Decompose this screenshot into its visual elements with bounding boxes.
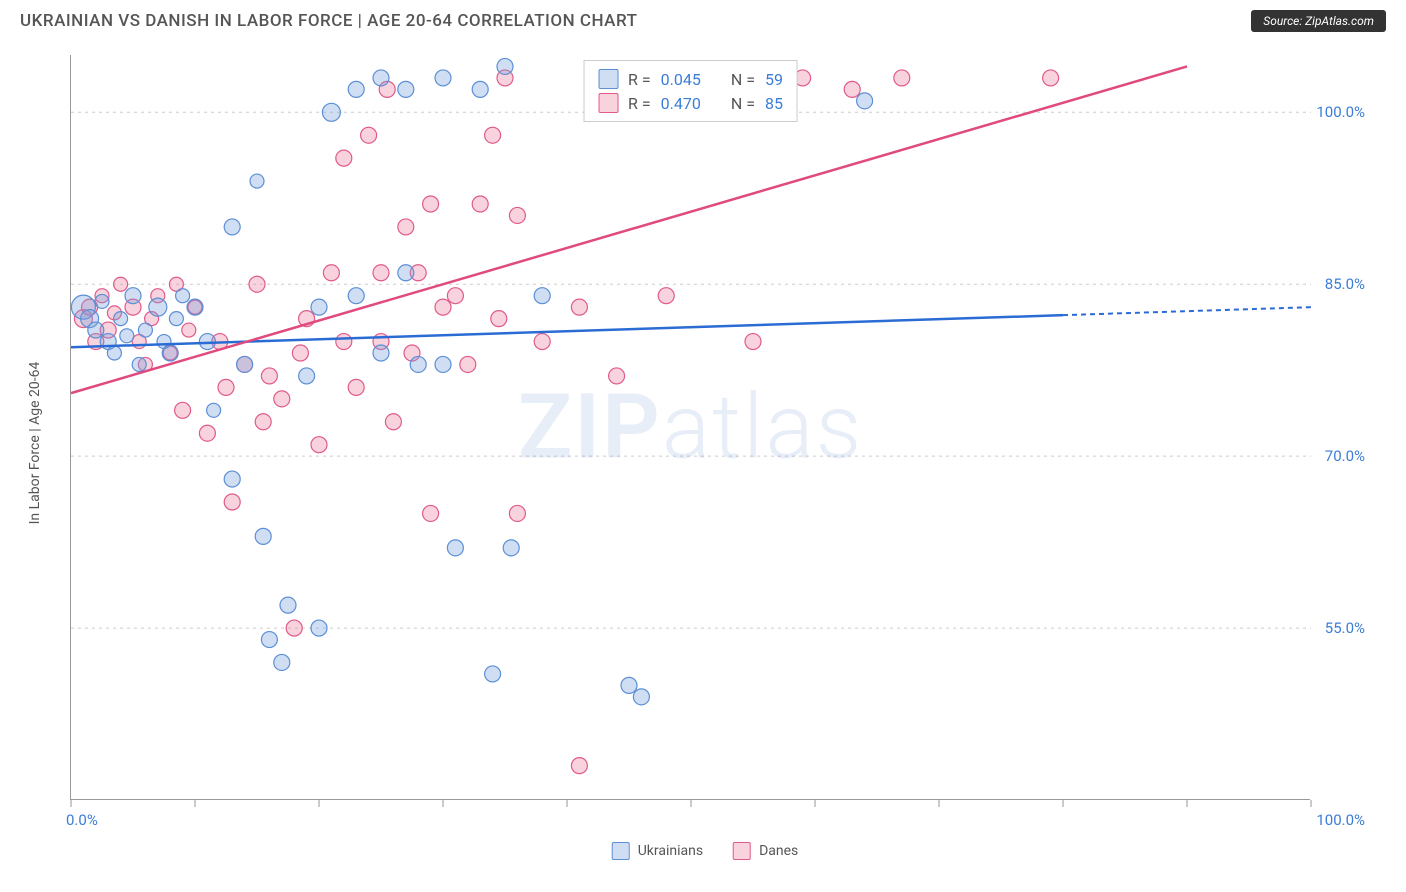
y-tick-label: 55.0% (1325, 619, 1365, 637)
n-label: N = (731, 94, 755, 113)
legend-item-danes[interactable]: Danes (733, 842, 798, 860)
r-value: 0.045 (661, 70, 701, 89)
legend-item-ukrainians[interactable]: Ukrainians (612, 842, 703, 860)
r-label: R = (628, 70, 651, 89)
n-label: N = (731, 70, 755, 89)
stats-row-ukrainian: R = 0.045 N = 59 (598, 67, 783, 91)
legend-label: Ukrainians (638, 843, 703, 859)
ukrainian-swatch-icon (598, 69, 618, 89)
x-max-label: 100.0% (1316, 811, 1365, 829)
r-label: R = (628, 94, 651, 113)
plot-area: ZIPatlas R = 0.045 N = 59 R = 0.470 N = … (70, 55, 1310, 800)
legend-label: Danes (759, 843, 798, 859)
ukrainian-swatch-icon (612, 842, 630, 860)
correlation-stats-box: R = 0.045 N = 59 R = 0.470 N = 85 (583, 60, 798, 122)
n-value: 85 (765, 94, 783, 113)
y-axis-label: In Labor Force | Age 20-64 (27, 361, 43, 524)
chart-header: UKRAINIAN VS DANISH IN LABOR FORCE | AGE… (0, 0, 1406, 42)
source-badge: Source: ZipAtlas.com (1251, 10, 1386, 32)
chart-title: UKRAINIAN VS DANISH IN LABOR FORCE | AGE… (20, 11, 637, 31)
y-tick-label: 100.0% (1316, 103, 1365, 121)
x-min-label: 0.0% (66, 811, 98, 829)
legend: Ukrainians Danes (612, 842, 799, 860)
chart-container: In Labor Force | Age 20-64 ZIPatlas R = … (45, 55, 1365, 830)
y-tick-label: 70.0% (1325, 447, 1365, 465)
danish-swatch-icon (733, 842, 751, 860)
r-value: 0.470 (661, 94, 701, 113)
stats-row-danish: R = 0.470 N = 85 (598, 91, 783, 115)
danish-swatch-icon (598, 93, 618, 113)
n-value: 59 (765, 70, 783, 89)
y-tick-label: 85.0% (1325, 275, 1365, 293)
